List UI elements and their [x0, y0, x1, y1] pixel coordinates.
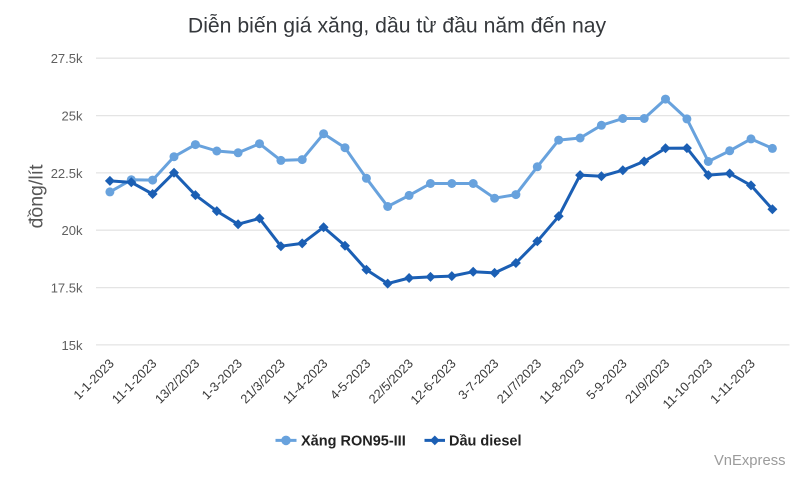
- svg-text:đồng/lít: đồng/lít: [26, 164, 48, 229]
- svg-text:Diễn biến giá xăng, dầu từ đầu: Diễn biến giá xăng, dầu từ đầu năm đến n…: [188, 13, 607, 38]
- svg-text:Dầu diesel: Dầu diesel: [449, 433, 522, 449]
- svg-text:15k: 15k: [62, 338, 83, 353]
- svg-text:17.5k: 17.5k: [51, 281, 83, 296]
- svg-text:Xăng RON95-III: Xăng RON95-III: [301, 433, 406, 449]
- svg-text:VnExpress: VnExpress: [714, 453, 786, 469]
- svg-text:22.5k: 22.5k: [51, 166, 83, 181]
- svg-text:27.5k: 27.5k: [51, 51, 83, 66]
- svg-text:20k: 20k: [62, 223, 83, 238]
- svg-text:25k: 25k: [62, 109, 83, 124]
